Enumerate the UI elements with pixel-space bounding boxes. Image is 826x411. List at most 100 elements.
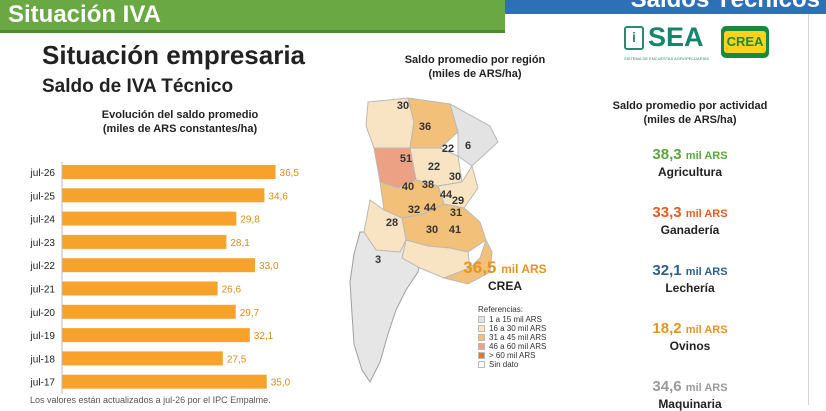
bar-value-label: 29,7	[240, 308, 260, 319]
activity-value-unit: mil ARS	[685, 150, 728, 162]
map-region-value: 28	[386, 217, 398, 229]
map-region-value: 3	[375, 254, 381, 266]
chart-title-line1: Evolución del saldo promedio	[101, 109, 259, 121]
bar-value-label: 32,1	[254, 331, 274, 342]
crea-average-label: CREA	[487, 279, 522, 293]
crea-value-number: 36,5	[463, 258, 497, 277]
map-title-line1: Saldo promedio por región	[404, 54, 546, 66]
activity-value: 38,3 mil ARS	[600, 146, 780, 163]
activity-value: 33,3 mil ARS	[600, 204, 780, 221]
activity-value-number: 33,3	[652, 204, 686, 221]
activity-value-unit: mil ARS	[685, 382, 728, 394]
bar	[62, 211, 237, 226]
section-header-bar: Situación IVA	[0, 0, 505, 30]
bar-value-label: 36,5	[280, 168, 300, 179]
activity-item: 18,2 mil ARS Ovinos	[600, 320, 780, 353]
legend-label: > 60 mil ARS	[489, 351, 536, 360]
activity-title-line2: (miles de ARS/ha)	[643, 114, 737, 126]
legend-swatch	[478, 343, 485, 350]
bar	[62, 165, 276, 179]
activity-value-unit: mil ARS	[685, 266, 728, 278]
legend-label: 1 a 15 mil ARS	[489, 315, 542, 324]
legend-swatch	[478, 361, 485, 368]
bar	[62, 304, 236, 319]
activity-name: Ganadería	[660, 223, 720, 237]
activity-name: Maquinaria	[658, 397, 722, 411]
map-region-value: 6	[465, 140, 471, 152]
bar	[62, 328, 250, 343]
bar-category-label: jul-20	[30, 308, 56, 319]
legend-item: 46 a 60 mil ARS	[478, 342, 546, 351]
bar-value-label: 27,5	[227, 354, 247, 365]
activity-name: Agricultura	[657, 165, 722, 179]
map-region-value: 30	[397, 100, 409, 112]
crea-logo-text: CREA	[724, 31, 766, 53]
bar-value-label: 28,1	[230, 238, 250, 249]
crea-value-unit: mil ARS	[501, 262, 547, 276]
footnote: Los valores están actualizados a jul-26 …	[30, 395, 271, 405]
header-underline	[0, 30, 505, 33]
legend-label: Sin dato	[489, 360, 519, 369]
map-southwest-light	[363, 199, 407, 253]
bar-value-label: 35,0	[271, 378, 291, 389]
legend-label: 16 a 30 mil ARS	[489, 324, 547, 333]
section-title: Situación IVA	[8, 1, 161, 28]
activity-value: 18,2 mil ARS	[600, 320, 780, 337]
bar-category-label: jul-22	[30, 261, 56, 272]
bar-category-label: jul-21	[30, 285, 56, 296]
bar-value-label: 29,8	[240, 215, 260, 226]
bar	[62, 188, 265, 203]
activity-value-number: 34,6	[652, 378, 686, 395]
page-subtitle: Saldo de IVA Técnico	[42, 76, 234, 97]
map-region-value: 38	[422, 179, 434, 191]
map-region-value: 30	[449, 171, 461, 183]
bar	[62, 258, 256, 273]
legend-title: Referencias:	[478, 305, 523, 314]
legend-label: 31 a 45 mil ARS	[489, 333, 547, 342]
bar-value-label: 34,6	[268, 191, 288, 202]
activity-name: Ovinos	[669, 339, 711, 353]
activity-item: 32,1 mil ARS Lechería	[600, 262, 780, 295]
activity-value: 34,6 mil ARS	[600, 378, 780, 395]
info-icon: i	[624, 26, 644, 50]
map-region-value: 30	[426, 224, 438, 236]
bar-value-label: 26,6	[222, 285, 242, 296]
map-region-value: 32	[408, 204, 420, 216]
map-region-value: 22	[442, 143, 454, 155]
map-region-value: 36	[419, 121, 431, 133]
legend-item: > 60 mil ARS	[478, 351, 546, 360]
map-region-value: 29	[452, 195, 464, 207]
crea-logo: CREA	[721, 26, 769, 58]
activity-item: 38,3 mil ARS Agricultura	[600, 146, 780, 179]
activity-value: 32,1 mil ARS	[600, 262, 780, 279]
legend-label: 46 a 60 mil ARS	[489, 342, 547, 351]
right-divider	[808, 14, 809, 405]
bar-value-label: 33,0	[259, 261, 279, 272]
activity-value-unit: mil ARS	[685, 324, 728, 336]
sea-logo-text: SEA	[648, 22, 704, 52]
bar-category-label: jul-25	[30, 191, 56, 202]
bar	[62, 234, 227, 249]
activity-item: 34,6 mil ARS Maquinaria	[600, 378, 780, 411]
bar-category-label: jul-23	[30, 238, 56, 249]
legend-swatch	[478, 325, 485, 332]
activity-title-line1: Saldo promedio por actividad	[612, 100, 768, 112]
sea-logo-subtitle: SISTEMA DE ENCUESTAS AGROPECUARIAS	[624, 56, 710, 61]
map-region-value: 40	[402, 181, 414, 193]
legend-item: 31 a 45 mil ARS	[478, 333, 546, 342]
map-title-line2: (miles de ARS/ha)	[428, 68, 522, 80]
legend-swatch	[478, 334, 485, 341]
bar-category-label: jul-19	[30, 331, 56, 342]
map-region-value: 31	[450, 207, 462, 219]
map-region-value: 44	[424, 202, 437, 214]
map-region-value: 41	[449, 224, 461, 236]
map-southeast	[442, 238, 493, 285]
bar	[62, 351, 223, 366]
page-title: Situación empresaria	[42, 40, 305, 70]
activity-name: Lechería	[665, 281, 715, 295]
legend-swatch	[478, 352, 485, 359]
legend-swatch	[478, 316, 485, 323]
legend-item: Sin dato	[478, 360, 546, 369]
sea-logo: i SEA SISTEMA DE ENCUESTAS AGROPECUARIAS	[624, 22, 710, 62]
